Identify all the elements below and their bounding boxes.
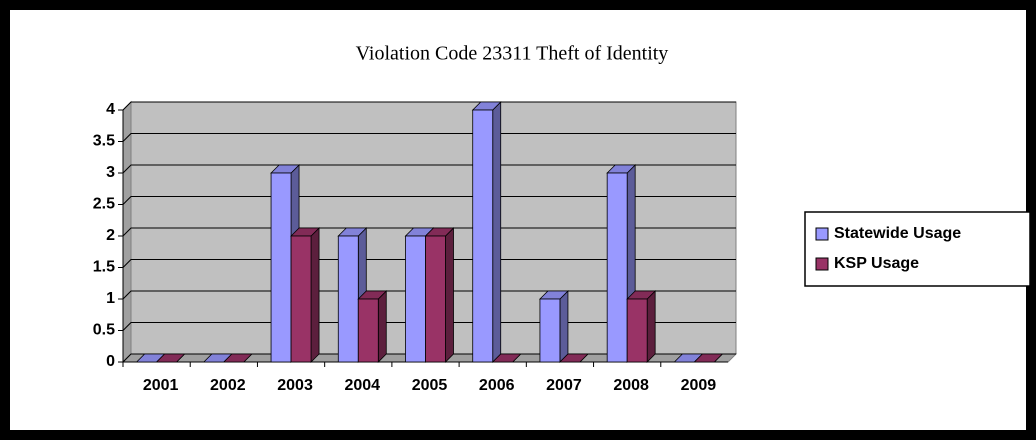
- bar: [472, 109, 494, 363]
- grid-line: [122, 101, 736, 111]
- x-tick-label: 2008: [613, 377, 649, 394]
- legend-label: Statewide Usage: [834, 225, 961, 242]
- grid-line: [122, 259, 736, 268]
- y-tick-label: 3: [106, 164, 115, 181]
- bar-side: [445, 227, 454, 363]
- y-tick-label: 0.5: [93, 322, 115, 339]
- legend-box: [804, 211, 1031, 287]
- bar-top: [222, 353, 253, 363]
- bar-top: [491, 353, 522, 363]
- grid-line: [122, 133, 736, 142]
- bar-side: [377, 290, 387, 363]
- y-tick-label: 0: [106, 353, 115, 370]
- bar: [337, 235, 359, 363]
- legend-swatch: [815, 257, 829, 271]
- x-tick-label: 2006: [479, 377, 515, 394]
- y-tick-label: 1: [106, 290, 115, 307]
- bar-top: [693, 353, 724, 363]
- bar: [606, 172, 628, 363]
- x-tick-label: 2004: [344, 377, 380, 394]
- x-tick-label: 2002: [210, 377, 246, 394]
- bar-side: [559, 290, 569, 363]
- y-tick-label: 3.5: [93, 133, 115, 150]
- legend-label: KSP Usage: [834, 255, 919, 272]
- bar: [357, 298, 379, 363]
- y-tick-label: 1.5: [93, 259, 115, 276]
- x-tick-label: 2001: [143, 377, 179, 394]
- grid-line: [122, 353, 736, 363]
- grid-line: [122, 164, 736, 174]
- bar: [626, 298, 648, 363]
- bar-side: [310, 227, 320, 363]
- y-tick-label: 4: [106, 101, 115, 118]
- bar: [405, 235, 426, 363]
- x-tick-label: 2005: [412, 377, 448, 394]
- grid-line: [122, 322, 736, 331]
- grid-line: [122, 227, 736, 237]
- x-tick-label: 2003: [277, 377, 313, 394]
- bar: [270, 172, 292, 363]
- y-tick-label: 2: [106, 227, 115, 244]
- chart-title: Violation Code 23311 Theft of Identity: [356, 43, 669, 65]
- grid-line: [122, 290, 736, 300]
- bar-top: [155, 353, 186, 363]
- legend-swatch: [815, 227, 829, 241]
- bar-side: [646, 290, 656, 363]
- x-tick-label: 2009: [681, 377, 717, 394]
- bar: [425, 235, 446, 363]
- x-tick-label: 2007: [546, 377, 582, 394]
- bar: [290, 235, 312, 363]
- bar-side: [492, 101, 502, 363]
- bar-top: [558, 353, 589, 363]
- bar: [539, 298, 561, 363]
- grid-line: [122, 196, 736, 205]
- y-tick-label: 2.5: [93, 196, 115, 213]
